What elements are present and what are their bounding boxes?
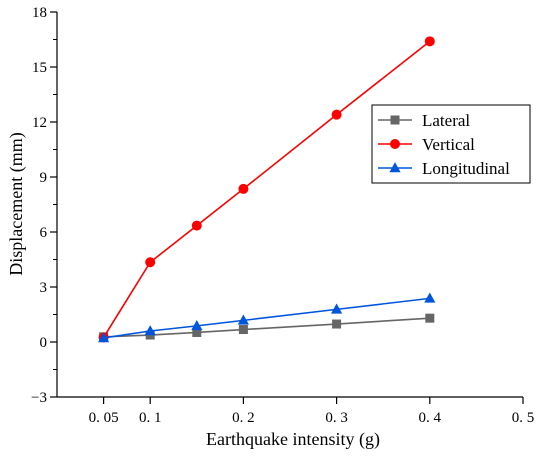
series-marker-circle bbox=[331, 109, 342, 120]
series-marker-triangle bbox=[331, 303, 343, 314]
x-tick-label: 0. 2 bbox=[232, 410, 255, 426]
y-tick-label: 3 bbox=[40, 280, 48, 296]
series-marker-triangle bbox=[98, 332, 110, 343]
legend-label: Vertical bbox=[422, 135, 475, 154]
series-marker-square bbox=[390, 115, 400, 125]
series-marker-triangle bbox=[424, 292, 436, 303]
plot-series bbox=[98, 36, 436, 343]
x-tick-label: 0. 05 bbox=[89, 410, 119, 426]
series-marker-circle bbox=[191, 220, 202, 231]
series-marker-square bbox=[238, 325, 248, 335]
y-tick-label: 15 bbox=[32, 60, 47, 76]
x-tick-label: 0. 3 bbox=[325, 410, 348, 426]
legend-item-vertical: Vertical bbox=[378, 135, 475, 154]
legend-label: Longitudinal bbox=[422, 159, 510, 178]
series-line bbox=[103, 297, 430, 339]
series-marker-square bbox=[192, 327, 202, 337]
x-axis-title: Earthquake intensity (g) bbox=[206, 429, 380, 450]
series-line bbox=[103, 317, 430, 338]
series-line bbox=[102, 40, 431, 338]
legend: Lateral Vertical Longitudinal bbox=[371, 104, 531, 184]
x-tick-label: 0. 5 bbox=[512, 410, 535, 426]
series-marker-circle bbox=[145, 257, 156, 268]
y-tick-label: 0 bbox=[40, 335, 48, 351]
series-marker-triangle bbox=[237, 314, 249, 325]
y-tick-label: −3 bbox=[31, 390, 47, 406]
series-marker-circle bbox=[238, 183, 249, 194]
legend-item-lateral: Lateral bbox=[378, 111, 470, 130]
axes: −3 0 3 6 9 12 15 18 0. 05 0. 1 0. 2 0. 3 0. 4 0. 5 bbox=[31, 5, 534, 426]
series-marker-triangle bbox=[389, 162, 401, 173]
x-tick-label: 0. 1 bbox=[139, 410, 162, 426]
y-tick-label: 6 bbox=[40, 225, 48, 241]
y-tick-label: 9 bbox=[40, 170, 48, 186]
y-tick-label: 12 bbox=[32, 115, 47, 131]
series-marker-circle bbox=[424, 36, 435, 47]
legend-item-longitudinal: Longitudinal bbox=[378, 159, 510, 178]
y-tick-label: 18 bbox=[32, 5, 47, 21]
series-marker-circle bbox=[390, 139, 400, 149]
series-marker-square bbox=[332, 319, 342, 329]
legend-label: Lateral bbox=[422, 111, 470, 130]
series-longitudinal bbox=[98, 292, 436, 343]
series-marker-square bbox=[425, 313, 435, 323]
x-tick-label: 0. 4 bbox=[419, 410, 442, 426]
series-marker-triangle bbox=[144, 325, 156, 336]
series-marker-triangle bbox=[191, 320, 203, 331]
series-vertical bbox=[98, 36, 435, 343]
y-axis-title: Displacement (mm) bbox=[6, 132, 27, 275]
